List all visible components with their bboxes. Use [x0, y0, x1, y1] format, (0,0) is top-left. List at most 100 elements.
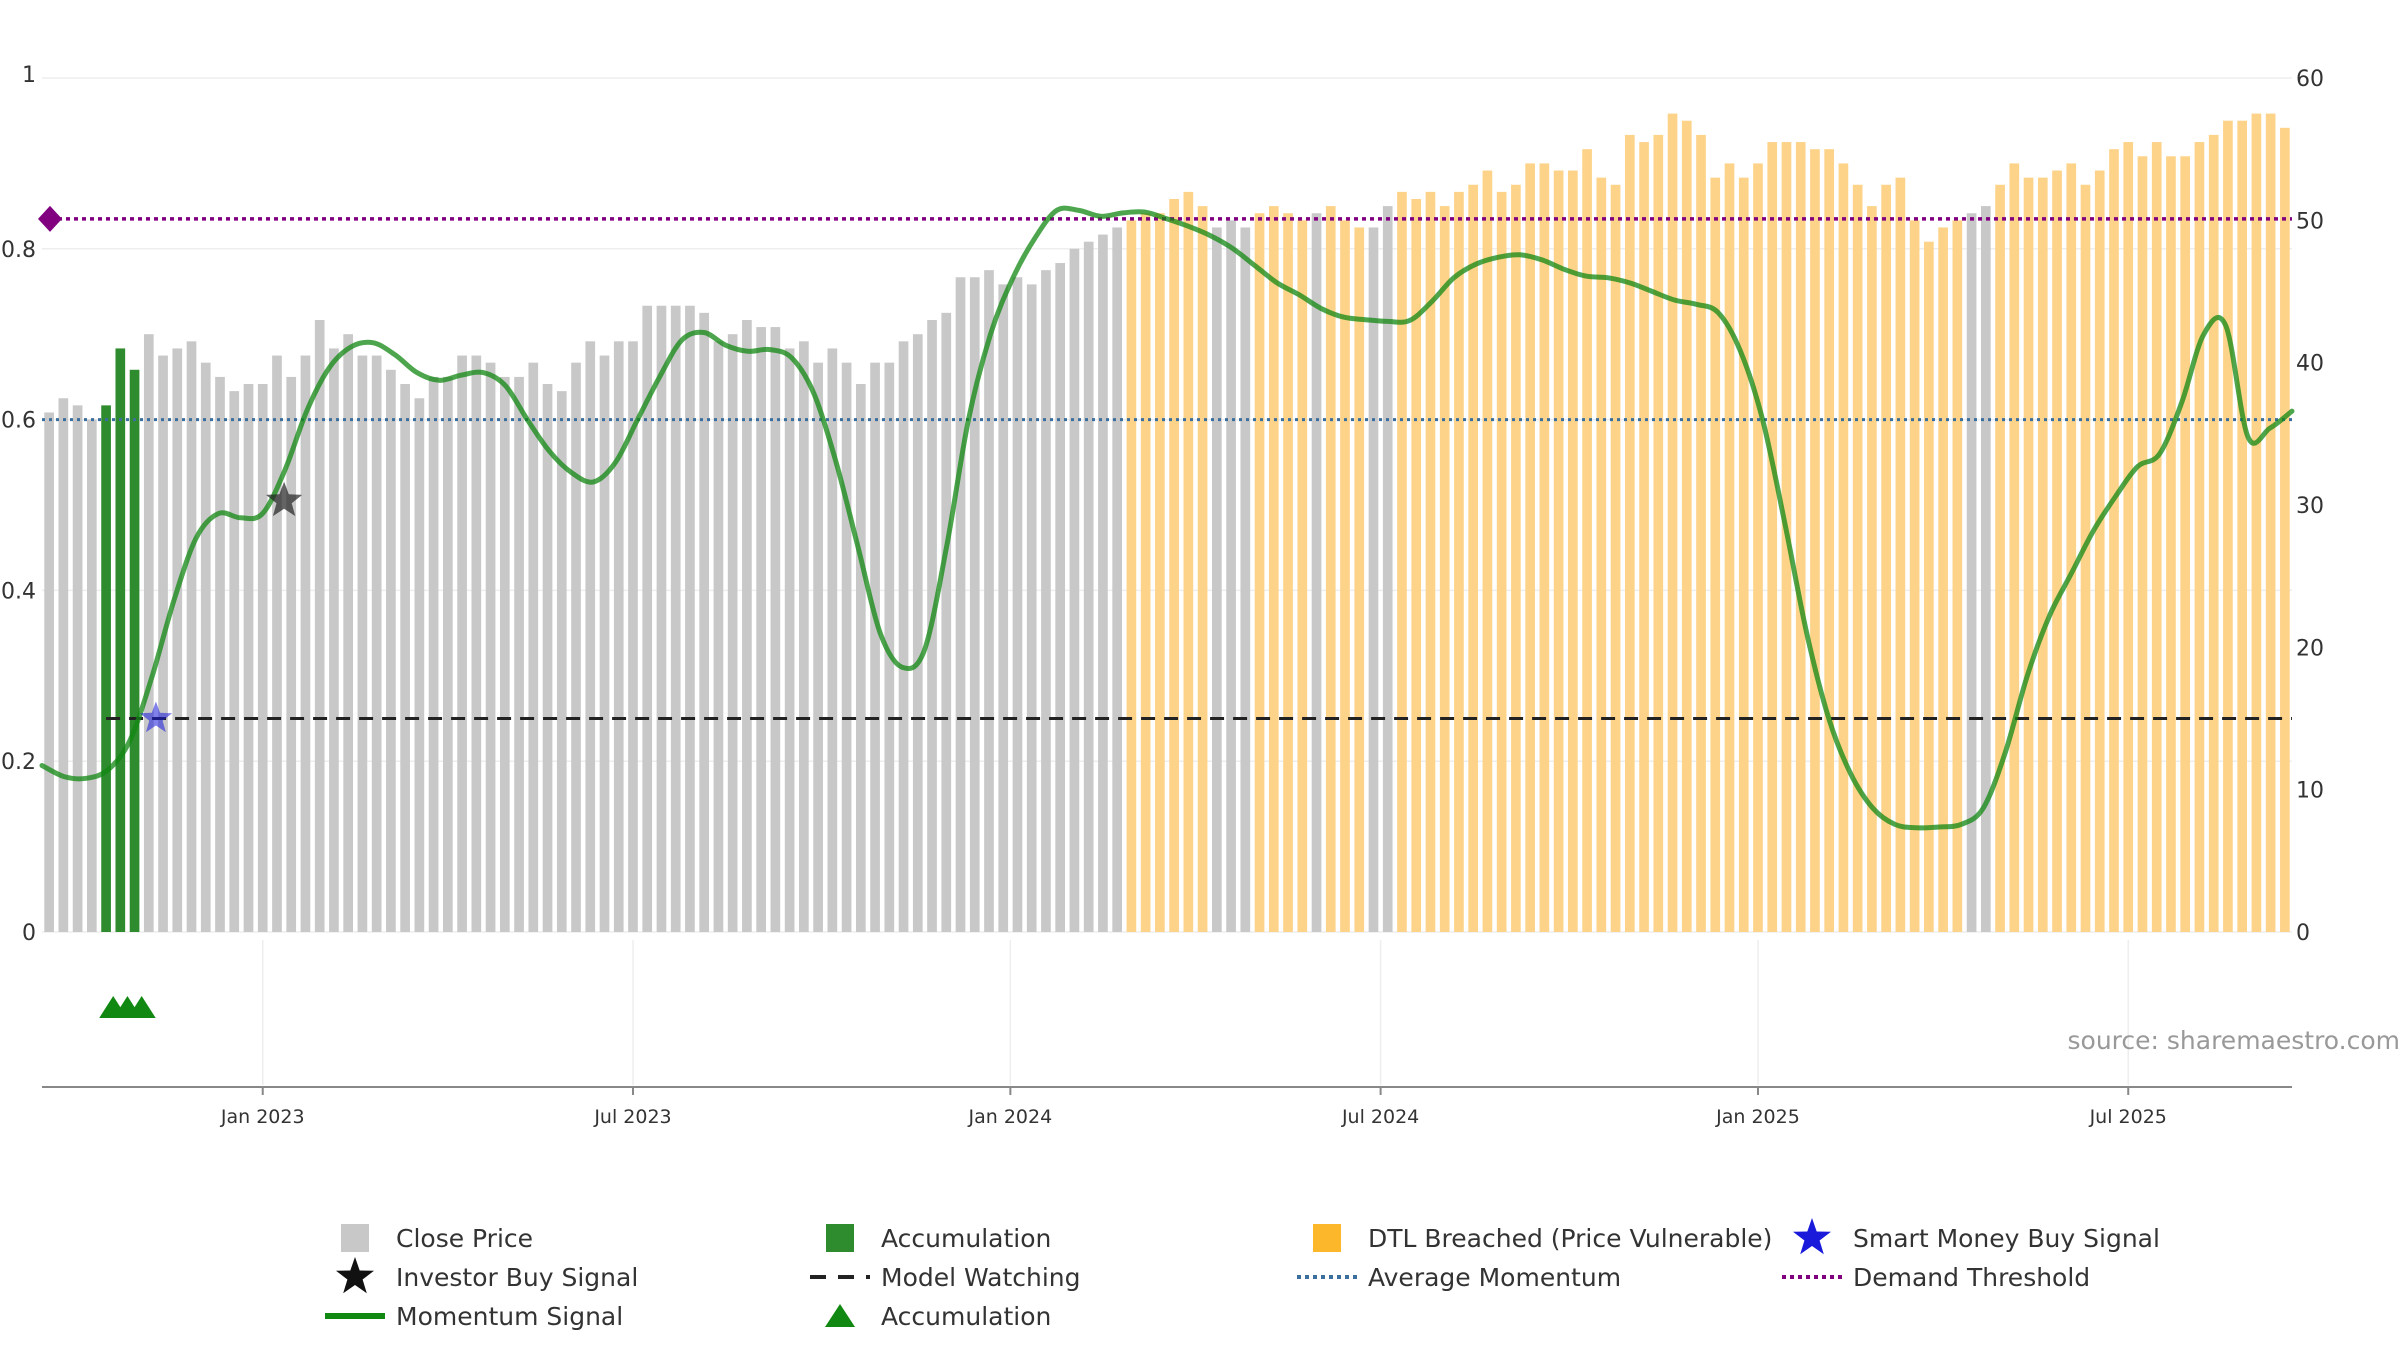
bar-13 [229, 391, 240, 932]
bar-44 [670, 305, 681, 933]
bar-65 [969, 277, 980, 932]
bar-81 [1197, 206, 1208, 933]
bar-35 [542, 384, 553, 932]
bar-148 [2151, 142, 2162, 933]
bar-40 [613, 341, 624, 932]
bar-15 [257, 384, 268, 932]
bar-93 [1368, 227, 1379, 932]
legend-symbol-star [1793, 1218, 1831, 1255]
bar-24 [386, 369, 396, 932]
legend-item: Demand Threshold [1782, 1263, 2090, 1292]
bar-60 [898, 341, 909, 932]
bar-50 [756, 327, 766, 933]
demand-threshold-marker [38, 205, 62, 232]
bar-110 [1610, 184, 1621, 932]
bar-51 [770, 327, 781, 933]
bar-124 [1810, 149, 1820, 933]
bar-141 [2052, 170, 2062, 932]
bar-105 [1539, 163, 1550, 932]
bar-14 [243, 384, 254, 932]
bar-49 [742, 319, 752, 933]
bar-1 [58, 398, 69, 932]
bar-156 [2265, 113, 2276, 932]
legend-item: Momentum Signal [325, 1302, 623, 1331]
bar-64 [955, 277, 966, 932]
x-tick-label: Jan 2023 [220, 1106, 305, 1128]
bar-3 [87, 419, 97, 933]
bar-55 [827, 348, 838, 932]
bar-38 [585, 341, 596, 932]
bar-23 [371, 355, 382, 932]
bar-25 [400, 384, 410, 932]
bar-48 [727, 334, 738, 932]
bar-73 [1083, 241, 1094, 932]
bar-117 [1710, 177, 1721, 932]
bar-21 [343, 334, 354, 932]
bar-138 [2009, 163, 2020, 932]
bar-6 [129, 369, 140, 932]
bar-88 [1297, 220, 1308, 932]
bar-39 [599, 355, 610, 932]
legend-label: Average Momentum [1368, 1263, 1621, 1292]
bar-107 [1568, 170, 1578, 932]
bar-57 [855, 384, 866, 932]
bar-17 [286, 376, 297, 932]
bar-76 [1126, 220, 1137, 932]
bar-133 [1938, 227, 1948, 932]
legend-symbol-square [341, 1224, 369, 1252]
bar-136 [1980, 206, 1991, 933]
legend-symbol-star [336, 1257, 374, 1294]
bar-125 [1824, 149, 1835, 933]
bar-34 [528, 362, 539, 932]
bar-77 [1140, 213, 1151, 933]
legend-symbol-square [826, 1224, 854, 1252]
bar-123 [1795, 142, 1806, 933]
legend-item: Model Watching [810, 1263, 1081, 1292]
bar-84 [1240, 227, 1251, 932]
legend-item: Investor Buy Signal [336, 1257, 638, 1294]
bar-87 [1283, 213, 1293, 933]
bar-137 [1995, 184, 2005, 932]
right-tick-label: 20 [2296, 636, 2324, 661]
accumulation-triangle-2 [127, 996, 156, 1018]
legend-label: Investor Buy Signal [396, 1263, 638, 1292]
right-tick-label: 10 [2296, 779, 2324, 804]
bar-74 [1098, 234, 1108, 932]
bar-31 [485, 362, 496, 932]
legend-item: Close Price [341, 1224, 533, 1253]
bar-70 [1041, 270, 1051, 932]
legend-label: Momentum Signal [396, 1302, 623, 1331]
bar-58 [870, 362, 880, 932]
x-tick-label: Jul 2024 [1341, 1106, 1419, 1128]
bar-61 [912, 334, 923, 932]
bar-86 [1268, 206, 1279, 933]
bar-143 [2080, 184, 2091, 932]
legend-item: Accumulation [826, 1224, 1051, 1253]
bar-130 [1895, 177, 1906, 932]
bar-53 [799, 341, 809, 932]
bar-104 [1525, 163, 1535, 932]
bar-121 [1767, 142, 1778, 933]
right-tick-label: 50 [2296, 209, 2324, 234]
bar-0 [44, 412, 54, 933]
bar-144 [2094, 170, 2105, 932]
bar-112 [1639, 142, 1649, 933]
bar-106 [1553, 170, 1564, 932]
legend-item: Average Momentum [1297, 1263, 1621, 1292]
bar-69 [1026, 284, 1037, 932]
bar-131 [1909, 220, 1920, 932]
legend-item: Accumulation [825, 1302, 1051, 1331]
x-tick-label: Jul 2025 [2089, 1106, 2167, 1128]
bar-126 [1838, 163, 1849, 932]
right-tick-label: 60 [2296, 67, 2324, 92]
bar-99 [1454, 191, 1464, 932]
bar-128 [1867, 206, 1877, 933]
bar-100 [1468, 184, 1479, 932]
bar-12 [215, 376, 225, 932]
bar-22 [357, 355, 368, 932]
bar-142 [2066, 163, 2077, 932]
investor-buy-star [266, 481, 303, 517]
bar-108 [1582, 149, 1592, 933]
bar-46 [699, 312, 710, 933]
